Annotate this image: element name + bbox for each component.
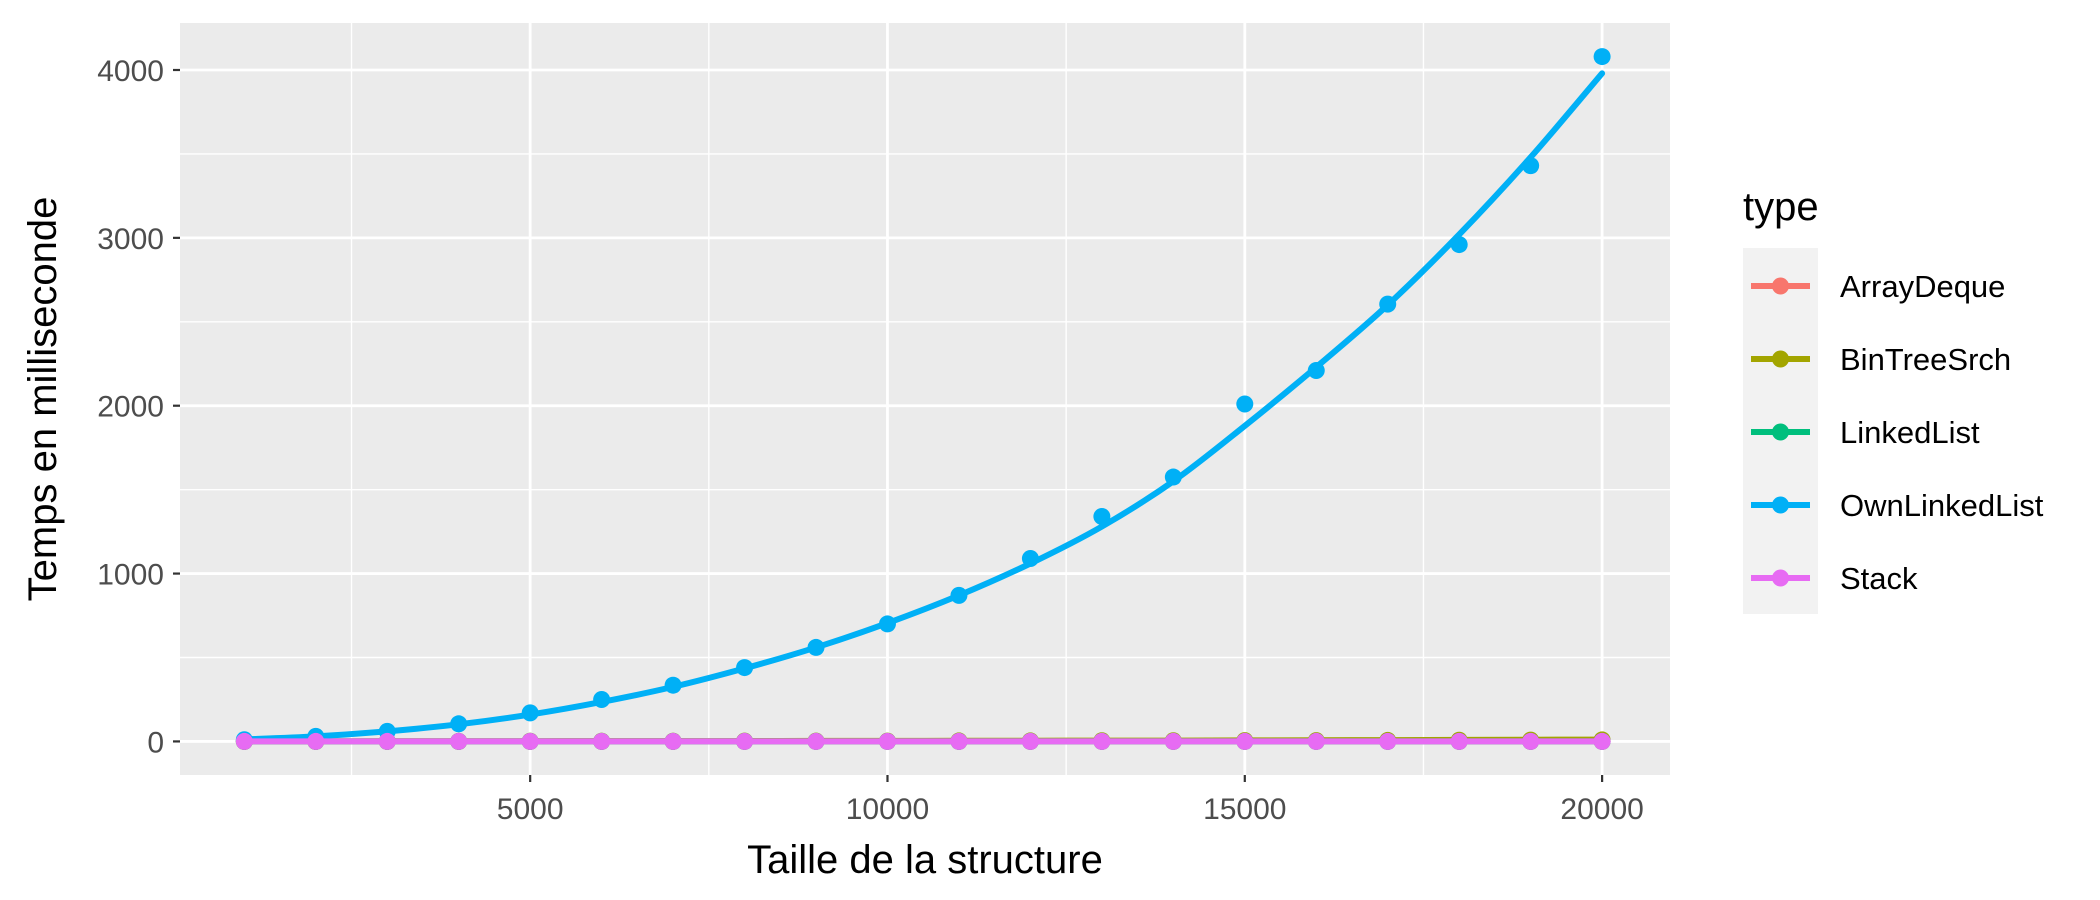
data-point-ownlinkedlist [664, 676, 682, 694]
y-tick-label: 2000 [97, 391, 164, 424]
legend-key-point [1772, 423, 1789, 441]
legend-item-arraydeque: ArrayDeque [1751, 269, 2005, 304]
data-point-ownlinkedlist [1593, 48, 1611, 66]
x-tick-label: 15000 [1203, 793, 1286, 826]
legend-key-point [1772, 277, 1789, 295]
data-point-ownlinkedlist [1236, 395, 1254, 413]
legend-key-point [1772, 496, 1789, 514]
legend-item-stack: Stack [1751, 561, 1918, 596]
data-point-ownlinkedlist [1450, 236, 1468, 254]
data-point-ownlinkedlist [807, 638, 825, 656]
x-tick-label: 10000 [846, 793, 929, 826]
legend-label: OwnLinkedList [1840, 488, 2044, 523]
legend-key-point [1772, 569, 1789, 587]
data-point-stack [1093, 732, 1111, 750]
data-point-ownlinkedlist [450, 715, 468, 733]
legend-label: Stack [1840, 561, 1918, 596]
legend: type ArrayDeque BinTreeSrch LinkedList OwnL… [1743, 185, 2044, 614]
data-point-stack [664, 732, 682, 750]
data-point-stack [1236, 732, 1254, 750]
series-layer [235, 48, 1611, 750]
legend-label: BinTreeSrch [1840, 342, 2011, 377]
data-point-ownlinkedlist [1021, 549, 1039, 567]
data-point-stack [1021, 732, 1039, 750]
y-tick-label: 3000 [97, 223, 164, 256]
data-point-stack [521, 732, 539, 750]
x-axis-title: Taille de la structure [747, 838, 1103, 882]
y-axis: 0 1000 2000 3000 4000 [97, 55, 180, 759]
data-point-stack [1450, 732, 1468, 750]
y-tick-label: 4000 [97, 55, 164, 88]
plot-panel [180, 23, 1670, 775]
data-point-stack [1593, 732, 1611, 750]
legend-title: type [1743, 185, 1819, 229]
data-point-ownlinkedlist [1164, 468, 1182, 486]
legend-label: LinkedList [1840, 415, 1980, 450]
data-point-stack [878, 732, 896, 750]
data-point-ownlinkedlist [878, 615, 896, 633]
data-point-ownlinkedlist [1522, 157, 1540, 175]
data-point-stack [1522, 732, 1540, 750]
legend-item-linkedlist: LinkedList [1751, 415, 1980, 450]
data-point-stack [736, 732, 754, 750]
data-point-stack [1379, 732, 1397, 750]
data-point-stack [378, 732, 396, 750]
data-point-stack [950, 732, 968, 750]
legend-item-bintreesrch: BinTreeSrch [1751, 342, 2011, 377]
y-axis-title: Temps en milliseconde [21, 197, 65, 602]
legend-item-ownlinkedlist: OwnLinkedList [1751, 488, 2044, 523]
series-ownlinkedlist [235, 48, 1611, 749]
data-point-stack [1307, 732, 1325, 750]
data-point-stack [807, 732, 825, 750]
data-point-stack [235, 732, 253, 750]
data-point-ownlinkedlist [736, 659, 754, 677]
data-point-ownlinkedlist [1379, 295, 1397, 313]
data-point-stack [593, 732, 611, 750]
y-tick-label: 0 [147, 726, 164, 759]
x-tick-label: 20000 [1560, 793, 1643, 826]
x-tick-label: 5000 [497, 793, 564, 826]
data-point-ownlinkedlist [1093, 508, 1111, 525]
legend-items: ArrayDeque BinTreeSrch LinkedList OwnLinked… [1751, 269, 2044, 596]
legend-key-point [1772, 350, 1789, 368]
x-axis: 5000 10000 15000 20000 [497, 775, 1644, 826]
data-point-stack [307, 732, 325, 750]
data-point-stack [1164, 732, 1182, 750]
y-tick-label: 1000 [97, 559, 164, 592]
data-point-ownlinkedlist [593, 690, 611, 708]
data-point-ownlinkedlist [521, 704, 539, 722]
data-point-stack [450, 732, 468, 750]
series-stack [235, 732, 1611, 750]
data-point-ownlinkedlist [950, 586, 968, 604]
grid-minor [180, 23, 1670, 775]
data-point-ownlinkedlist [1307, 361, 1325, 379]
legend-label: ArrayDeque [1840, 269, 2005, 304]
